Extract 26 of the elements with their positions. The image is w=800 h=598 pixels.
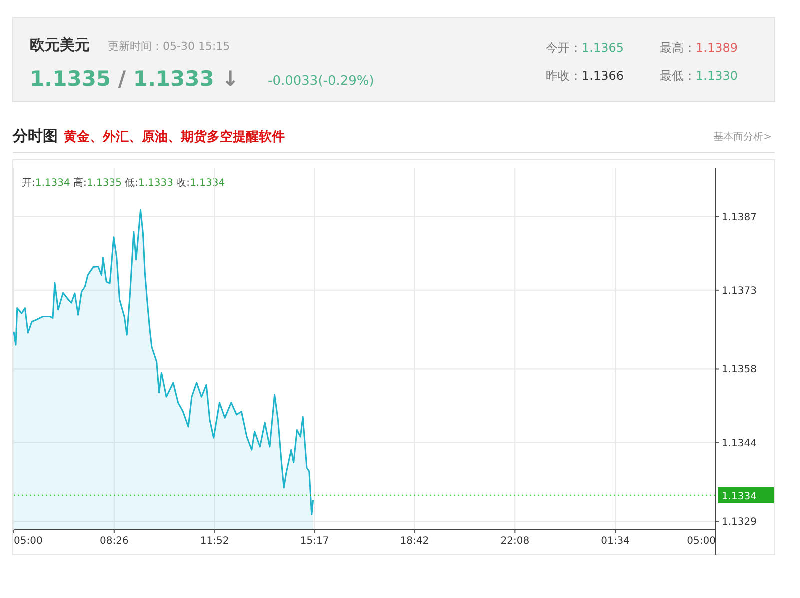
chart-title: 欧元美元 xyxy=(30,36,90,54)
y-tick-label: 1.1373 xyxy=(722,286,757,297)
x-tick-label: 08:26 xyxy=(100,536,129,547)
x-tick-label: 18:42 xyxy=(400,536,430,547)
text: 基本面分析> xyxy=(714,131,772,143)
ref-line-label: 1.1334 xyxy=(722,491,757,502)
y-tick-label: 1.1344 xyxy=(722,438,757,450)
x-tick-label: 05:00 xyxy=(687,536,716,547)
x-tick-label: 11:52 xyxy=(200,536,230,547)
text: 分时图 xyxy=(12,127,58,145)
text: 1.1335 / 1.1333 ↓ xyxy=(30,67,240,91)
y-tick-label: 1.1358 xyxy=(722,364,757,376)
x-tick-label: 15:17 xyxy=(300,536,330,547)
text: 黄金、外汇、原油、期货多空提醒软件 xyxy=(63,129,285,145)
annotation: 开:1.1334 高:1.1335 低:1.1333 收:1.1334 xyxy=(22,177,226,189)
text: 昨收：1.1366 xyxy=(546,69,624,83)
text: 最高：1.1389 xyxy=(660,41,738,55)
y-tick-label: 1.1329 xyxy=(722,517,757,528)
text: 最低：1.1330 xyxy=(660,69,738,83)
chart-subtitle: 更新时间：05-30 15:15 xyxy=(108,40,230,53)
x-tick-label: 01:34 xyxy=(601,536,630,547)
y-tick-label: 1.1387 xyxy=(722,212,757,224)
x-tick-label: 05:00 xyxy=(14,536,43,547)
text: -0.0033(-0.29%) xyxy=(268,74,374,89)
text: 今开：1.1365 xyxy=(546,41,624,55)
x-tick-label: 22:08 xyxy=(500,536,530,547)
